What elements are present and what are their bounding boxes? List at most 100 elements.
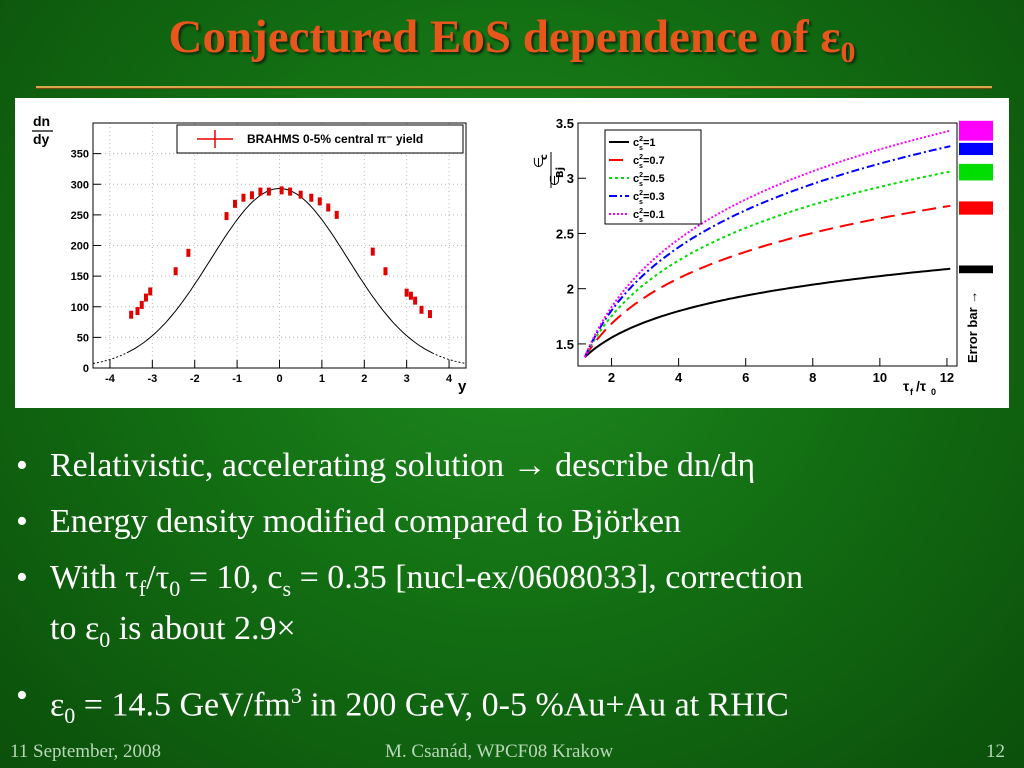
chart2-x-tick-label: 6 [742, 370, 749, 385]
chart2-legend-label: c2 s=0.3 [633, 190, 665, 206]
chart1-legend-label: BRAHMS 0-5% central π⁻ yield [247, 132, 423, 146]
chart1-ylabel-dy: dy [33, 131, 50, 147]
chart1-x-tick-label: 4 [446, 373, 453, 385]
slide-title: Conjectured EoS dependence of ε0 [168, 11, 856, 69]
title-subscript: 0 [840, 36, 856, 69]
svg-text:c: c [539, 154, 550, 160]
chart2-error-band [959, 142, 993, 156]
figure-panel: -4 -3 -2 -1 0 1 2 3 4 0 50 100 150 200 250 300 350 BRAHM… [15, 98, 1009, 408]
chart1-data-point [408, 291, 413, 300]
chart1-data-point [232, 199, 237, 208]
rapidity-distribution-chart: -4 -3 -2 -1 0 1 2 3 4 0 50 100 150 200 250 300 350 BRAHM… [32, 113, 467, 395]
chart1-data-point [413, 296, 418, 305]
chart2-series-line [583, 129, 951, 358]
chart1-data-point [383, 267, 388, 276]
chart1-x-tick-label: -3 [147, 373, 157, 385]
chart1-data-point [326, 203, 331, 212]
chart2-frame [577, 122, 958, 367]
chart2-x-tick-label: 4 [675, 370, 683, 385]
chart2-y-tick-label: 3 [567, 171, 574, 186]
chart2-y-tick-label: 3.5 [556, 116, 574, 131]
chart1-y-tick-label: 250 [71, 210, 89, 222]
chart2-xlabel: τ f /τ 0 [903, 378, 936, 397]
chart2-ylabel-eps-bj: ∈ [548, 175, 563, 186]
chart1-data-point [139, 300, 144, 309]
chart1-data-point [279, 186, 284, 195]
bullet-energy-density-value: • ε0 = 14.5 GeV/fm3 in 200 GeV, 0-5 %Au+… [16, 676, 789, 728]
chart2-error-band [959, 265, 993, 274]
chart2-series-line [584, 267, 951, 358]
chart1-y-tick-label: 50 [77, 332, 89, 344]
chart2-series-line [583, 145, 951, 358]
chart1-data-point [186, 248, 191, 257]
chart2-x-tick-label: 10 [873, 370, 887, 385]
chart1-y-tick-label: 0 [83, 363, 89, 375]
bullet-correction: • With τf/τ0 = 10, cs = 0.35 [nucl-ex/060… [16, 559, 804, 652]
chart2-series-line [583, 204, 951, 358]
chart1-y-tick-label: 350 [71, 149, 89, 161]
chart2-error-bar-label: Error bar → [965, 291, 980, 363]
footer-page-number: 12 [986, 741, 1005, 762]
chart1-fit-extrapolation-left [92, 352, 128, 364]
chart1-data-point [173, 267, 178, 276]
chart1-data-point [266, 187, 271, 196]
chart2-x-tick-label: 2 [608, 370, 615, 385]
chart2-legend-label: c2 s=0.5 [633, 172, 665, 188]
chart1-data-point [419, 305, 424, 314]
chart1-data-point [427, 310, 432, 319]
chart2-legend-label: c2 s=0.1 [633, 208, 665, 224]
svg-text:/τ: /τ [916, 378, 927, 394]
chart1-data-point [309, 193, 314, 202]
svg-text:τ: τ [903, 378, 910, 394]
chart1-data-point [129, 310, 134, 319]
footer-author: M. Csanád, WPCF08 Krakow [385, 741, 614, 762]
chart1-data-point [317, 197, 322, 206]
chart1-x-tick-label: -2 [190, 373, 200, 385]
chart2-legend-label: c2 s=0.7 [633, 154, 665, 170]
chart2-ylabel-eps-c: ∈ [532, 157, 547, 168]
chart2-error-band [959, 120, 993, 141]
chart1-fit-extrapolation-right [431, 352, 467, 364]
bullet-accelerating-solution: • Relativistic, accelerating solution → d… [16, 447, 756, 484]
chart1-y-tick-label: 100 [71, 302, 89, 314]
chart1-y-tick-label: 200 [71, 241, 89, 253]
chart1-x-tick-label: 3 [404, 373, 410, 385]
chart1-data-point [249, 191, 254, 200]
chart1-data-point [241, 193, 246, 202]
chart1-fit-curve [126, 187, 433, 354]
chart1-xlabel: y [458, 378, 467, 395]
chart2-x-tick-label: 12 [940, 370, 954, 385]
chart1-legend: BRAHMS 0-5% central π⁻ yield [176, 124, 464, 154]
chart1-data-point [224, 212, 229, 221]
chart2-legend-label: c2 s=1 [633, 136, 655, 152]
title-rule [36, 86, 992, 88]
chart1-data-point [404, 288, 409, 297]
chart1-data-point [334, 210, 339, 219]
chart2-y-tick-label: 2.5 [556, 226, 574, 241]
chart1-data-point [135, 307, 140, 316]
chart2-ylabel: ∈ c ∈ Bj [532, 152, 566, 188]
chart1-data-point [288, 187, 293, 196]
bullet-list: • Relativistic, accelerating solution → d… [14, 446, 1014, 752]
chart1-x-tick-label: -4 [105, 373, 116, 385]
chart1-data-point [298, 190, 303, 199]
svg-text:0: 0 [931, 387, 936, 397]
chart1-x-tick-label: 2 [361, 373, 367, 385]
chart1-data-point [148, 287, 153, 296]
chart1-y-tick-label: 150 [71, 271, 89, 283]
chart1-data-point [370, 247, 375, 256]
chart1-x-tick-label: 1 [319, 373, 325, 385]
chart2-series-line [583, 170, 951, 358]
chart2-y-tick-label: 1.5 [556, 337, 574, 352]
footer-date: 11 September, 2008 [10, 741, 162, 762]
svg-text:Bj: Bj [555, 167, 566, 178]
chart1-ylabel-dn: dn [33, 113, 50, 129]
chart2-x-tick-label: 8 [809, 370, 816, 385]
bullet-energy-density: • Energy density modified compared to Bjö… [16, 503, 682, 540]
energy-density-ratio-chart: 2 4 6 8 10 12 1.5 2 2.5 3 3.5 c2 s=1 c2 s=0.7 c2 s=0.5 c… [532, 116, 993, 397]
chart1-x-tick-label: -1 [232, 373, 242, 385]
chart2-error-band [959, 201, 993, 215]
chart1-x-tick-label: 0 [276, 373, 282, 385]
chart2-y-tick-label: 2 [567, 282, 574, 297]
chart1-y-tick-label: 300 [71, 179, 89, 191]
